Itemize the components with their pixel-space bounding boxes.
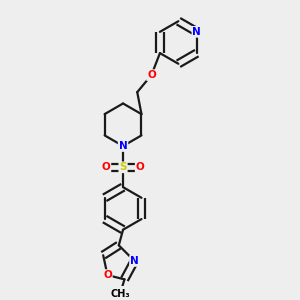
Text: CH₃: CH₃ [110,289,130,298]
Text: O: O [102,162,110,172]
Text: O: O [103,270,112,280]
Text: O: O [147,70,156,80]
Text: N: N [119,141,128,151]
Text: S: S [119,162,127,172]
Text: O: O [136,162,144,172]
Text: N: N [130,256,139,266]
Text: N: N [192,27,201,37]
